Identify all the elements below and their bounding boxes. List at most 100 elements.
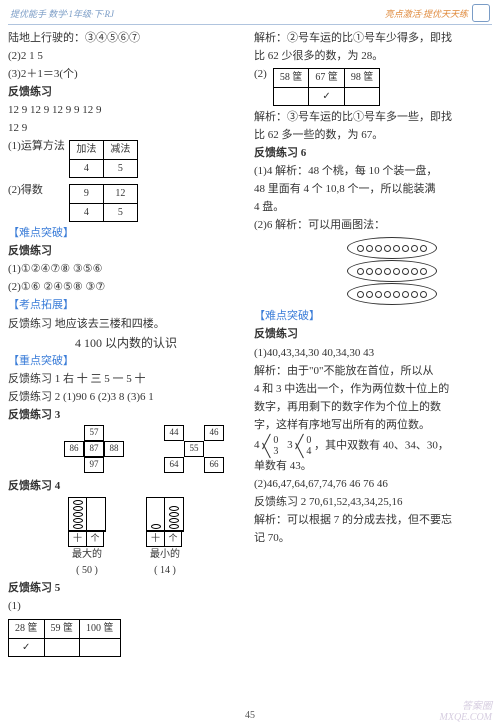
right-column: 解析：②号车运的比①号车少得多，即找 比 62 少很多的数，为 28。 (2) … xyxy=(254,29,490,659)
left-column: 陆地上行驶的：③④⑤⑥⑦ (2)2 1 5 (3)2＋1＝3(个) 反馈练习 1… xyxy=(8,29,244,659)
analysis-line: 解析：可以根据 7 的分成去找，但不要忘 xyxy=(254,512,490,529)
fk5: 反馈练习 5 xyxy=(8,580,244,597)
tile: 64 xyxy=(164,457,184,473)
cell: 100 筐 xyxy=(80,620,121,639)
method-table: 加法减法 45 xyxy=(69,140,138,178)
tile: 44 xyxy=(164,425,184,441)
text-line: (1)①②④⑦⑧ ③⑤⑥ xyxy=(8,261,244,278)
unit-title: 4 100 以内数的认识 xyxy=(8,334,244,353)
tile: 88 xyxy=(104,441,124,457)
text-line: 4 盘。 xyxy=(254,199,490,216)
analysis-line: 记 70。 xyxy=(254,530,490,547)
fk5-1: (1) xyxy=(8,598,244,615)
analysis-line: 4 和 3 中选出一个，作为两位数十位上的 xyxy=(254,381,490,398)
cell: 加法 xyxy=(69,141,103,160)
fk1: 反馈练习 1 右 十 三 5 一 5 十 xyxy=(8,371,244,388)
analysis-line: 解析：②号车运的比①号车少得多，即找 xyxy=(254,30,490,47)
cell xyxy=(80,638,121,657)
abacus-label: 个 xyxy=(86,532,104,547)
abacus-right: 十个 最小的 ( 14 ) xyxy=(146,497,184,578)
cell: 58 筐 xyxy=(273,69,309,88)
cell: 67 筐 xyxy=(309,69,345,88)
branch-leaf: 0 xyxy=(273,435,278,446)
basket-table-1: 28 筐59 筐100 筐 ✓ xyxy=(8,619,121,657)
feedback-heading: 反馈练习 xyxy=(254,326,490,343)
text-line: (2)46,47,64,67,74,76 46 76 46 xyxy=(254,476,490,493)
text-line: (1)4 解析：48 个桃，每 10 个装一盘， xyxy=(254,163,490,180)
analysis-line: 数字，再用剩下的数字作为个位上的数 xyxy=(254,399,490,416)
basket-table-2: 58 筐67 筐98 筐 ✓ xyxy=(273,68,381,106)
section-heading-exam: 【考点拓展】 xyxy=(8,297,244,314)
text-line: (2)①⑥ ②④⑤⑧ ③⑦ xyxy=(8,279,244,296)
text-line: 陆地上行驶的：③④⑤⑥⑦ xyxy=(8,30,244,47)
cell: ✓ xyxy=(9,638,45,657)
analysis-line: 字，这样有序地写出所有的两位数。 xyxy=(254,417,490,434)
text-line: (1)40,43,34,30 40,34,30 43 xyxy=(254,345,490,362)
text-line: 12 9 xyxy=(8,120,244,137)
branch-root: 4 xyxy=(254,437,260,454)
section-heading-difficult: 【难点突破】 xyxy=(8,225,244,242)
text-inline: ，其中双数有 40、34、30， xyxy=(314,439,449,451)
header-left: 提优能手 数学·1年级·下·RJ xyxy=(10,7,114,20)
branch-leaf: 0 xyxy=(306,435,311,446)
book-icon xyxy=(472,4,490,22)
abacus-row: 十个 最大的 ( 50 ) 十个 最小的 ( 14 ) xyxy=(8,497,244,578)
cell: 59 筐 xyxy=(44,620,80,639)
text-line: (2)2 1 5 xyxy=(8,48,244,65)
abacus-label: 个 xyxy=(164,532,182,547)
branch-leaf: 4 xyxy=(306,446,311,457)
abacus-value: ( 50 ) xyxy=(68,563,106,579)
tile: 57 xyxy=(84,425,104,441)
fk3: 反馈练习 3 xyxy=(8,407,244,424)
tile: 66 xyxy=(204,457,224,473)
cell: ✓ xyxy=(309,87,345,106)
branch-root: 3 xyxy=(287,437,293,454)
analysis-line: 解析：③号车运的比①号车多一些，即找 xyxy=(254,109,490,126)
analysis-line: 解析：由于"0"不能放在首位，所以从 xyxy=(254,363,490,380)
abacus-value: ( 14 ) xyxy=(146,563,184,579)
cell: 4 xyxy=(69,203,103,222)
page-number: 45 xyxy=(0,710,500,721)
text-line: 48 里面有 4 个 10,8 个一，所以能装满 xyxy=(254,181,490,198)
abacus-label: 十 xyxy=(146,532,164,547)
branch-line: 4 ╱╲ 0 3 3 ╱╲ 0 4 ，其中双数有 40、34、30， xyxy=(254,435,490,457)
text-line: (2)6 解析：可以用画图法： xyxy=(254,217,490,234)
watermark: 答案圈 MXQE.COM xyxy=(440,701,493,723)
feedback-heading: 反馈练习 xyxy=(8,84,244,101)
row-label: (1)运算方法 xyxy=(8,138,65,155)
oval-diagram xyxy=(294,237,490,305)
tile: 97 xyxy=(84,457,104,473)
watermark-line: MXQE.COM xyxy=(440,712,493,723)
fk2: 反馈练习 2 (1)90 6 (2)3 8 (3)6 1 xyxy=(8,389,244,406)
tile: 55 xyxy=(184,441,204,457)
tile: 87 xyxy=(84,441,104,457)
abacus-caption: 最小的 xyxy=(146,547,184,563)
cell: 98 筐 xyxy=(344,69,380,88)
feedback-heading: 反馈练习 xyxy=(8,243,244,260)
cell xyxy=(344,87,380,106)
abacus-caption: 最大的 xyxy=(68,547,106,563)
row-label: (2)得数 xyxy=(8,182,43,199)
analysis-line: 比 62 多一些的数，为 67。 xyxy=(254,127,490,144)
cell: 12 xyxy=(103,185,137,204)
cell xyxy=(273,87,309,106)
fk2r: 反馈练习 2 70,61,52,43,34,25,16 xyxy=(254,494,490,511)
abacus-label: 十 xyxy=(68,532,86,547)
result-table: 912 45 xyxy=(69,184,138,222)
cell: 5 xyxy=(103,203,137,222)
fk6: 反馈练习 6 xyxy=(254,145,490,162)
cell: 28 筐 xyxy=(9,620,45,639)
number-tiles: 57 44 46 86 87 88 55 97 64 66 xyxy=(8,425,244,477)
abacus-left: 十个 最大的 ( 50 ) xyxy=(68,497,106,578)
text-line: (3)2＋1＝3(个) xyxy=(8,66,244,83)
header-divider xyxy=(8,24,492,25)
branch-leaf: 3 xyxy=(273,446,278,457)
cell: 减法 xyxy=(103,141,137,160)
tile: 86 xyxy=(64,441,84,457)
text-line: 12 9 12 9 12 9 9 12 9 xyxy=(8,102,244,119)
section-heading-difficult: 【难点突破】 xyxy=(254,308,490,325)
text-line: 单数有 43。 xyxy=(254,458,490,475)
cell: 5 xyxy=(103,159,137,178)
cell: 9 xyxy=(69,185,103,204)
tile: 46 xyxy=(204,425,224,441)
